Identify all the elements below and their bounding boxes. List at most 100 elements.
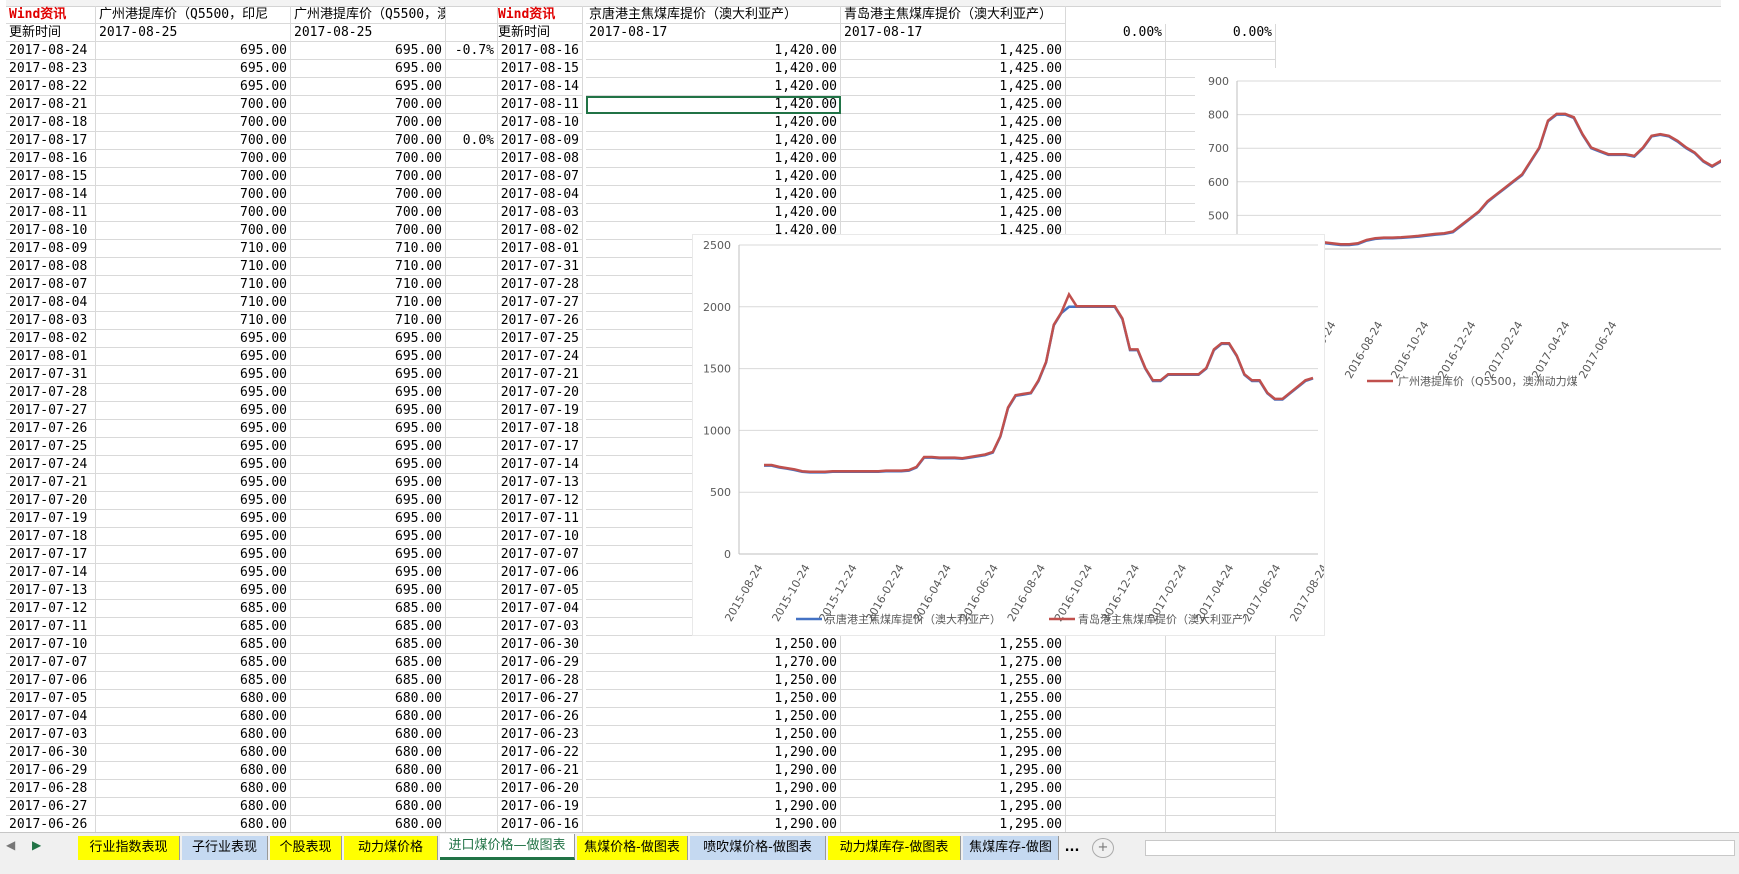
value-cell[interactable]: 695.00 — [96, 582, 291, 600]
date-cell[interactable]: 2017-08-17 — [6, 132, 96, 150]
spreadsheet-grid[interactable]: Wind资讯广州港提库价（Q5500，印尼广州港提库价（Q5500，澳洲动Win… — [6, 0, 1721, 832]
date-cell[interactable]: 2017-08-03 — [6, 312, 96, 330]
value-cell[interactable]: 695.00 — [291, 474, 446, 492]
pct-cell[interactable] — [446, 276, 498, 294]
date-cell[interactable]: 2017-06-28 — [495, 672, 583, 690]
value-cell[interactable]: 695.00 — [96, 438, 291, 456]
date-cell[interactable]: 2017-08-23 — [6, 60, 96, 78]
empty-cell[interactable] — [446, 24, 498, 42]
value-cell[interactable]: 1,420.00 — [586, 186, 841, 204]
value-cell[interactable]: 695.00 — [96, 366, 291, 384]
value-cell[interactable]: 695.00 — [96, 60, 291, 78]
value-cell[interactable]: 1,295.00 — [841, 816, 1066, 832]
value-cell[interactable]: 695.00 — [291, 330, 446, 348]
value-cell[interactable]: 680.00 — [291, 798, 446, 816]
value-cell[interactable]: 1,290.00 — [586, 762, 841, 780]
date-cell[interactable]: 2017-07-13 — [6, 582, 96, 600]
value-cell[interactable]: 1,425.00 — [841, 78, 1066, 96]
update-date-guangzhou-indo[interactable]: 2017-08-25 — [96, 24, 291, 42]
date-cell[interactable]: 2017-07-24 — [495, 348, 583, 366]
value-cell[interactable]: 700.00 — [96, 96, 291, 114]
value-cell[interactable]: 1,420.00 — [586, 168, 841, 186]
value-cell[interactable]: 695.00 — [291, 402, 446, 420]
pct-cell[interactable] — [446, 438, 498, 456]
value-cell[interactable]: 695.00 — [291, 366, 446, 384]
value-cell[interactable]: 1,425.00 — [841, 60, 1066, 78]
date-cell[interactable]: 2017-07-13 — [495, 474, 583, 492]
value-cell[interactable]: 700.00 — [96, 168, 291, 186]
value-cell[interactable]: 1,420.00 — [586, 204, 841, 222]
empty-cell[interactable] — [1166, 816, 1276, 832]
date-cell[interactable]: 2017-06-26 — [495, 708, 583, 726]
empty-cell[interactable] — [1066, 798, 1166, 816]
date-cell[interactable]: 2017-07-24 — [6, 456, 96, 474]
value-cell[interactable]: 685.00 — [291, 618, 446, 636]
date-cell[interactable]: 2017-07-21 — [495, 366, 583, 384]
wind-label-right[interactable]: Wind资讯 — [495, 6, 583, 24]
update-date-qingdao[interactable]: 2017-08-17 — [841, 24, 1066, 42]
value-cell[interactable]: 680.00 — [291, 708, 446, 726]
value-cell[interactable]: 700.00 — [291, 114, 446, 132]
date-cell[interactable]: 2017-08-14 — [6, 186, 96, 204]
value-cell[interactable]: 1,290.00 — [586, 780, 841, 798]
date-cell[interactable]: 2017-07-18 — [6, 528, 96, 546]
value-cell[interactable]: 710.00 — [291, 258, 446, 276]
date-cell[interactable]: 2017-08-04 — [495, 186, 583, 204]
value-cell[interactable]: 1,270.00 — [586, 654, 841, 672]
value-cell[interactable]: 1,295.00 — [841, 798, 1066, 816]
date-cell[interactable]: 2017-06-16 — [495, 816, 583, 832]
pct-cell[interactable] — [446, 762, 498, 780]
value-cell[interactable]: 695.00 — [291, 384, 446, 402]
pct-cell[interactable] — [446, 780, 498, 798]
value-cell[interactable]: 695.00 — [291, 348, 446, 366]
value-cell[interactable]: 1,420.00 — [586, 78, 841, 96]
value-cell[interactable]: 1,255.00 — [841, 726, 1066, 744]
pct-cell[interactable] — [446, 204, 498, 222]
date-cell[interactable]: 2017-08-02 — [495, 222, 583, 240]
tab-9[interactable]: 焦煤库存-做图 — [963, 836, 1059, 860]
empty-cell[interactable] — [1066, 690, 1166, 708]
date-cell[interactable]: 2017-07-14 — [495, 456, 583, 474]
value-cell[interactable]: 1,425.00 — [841, 96, 1066, 114]
value-cell[interactable]: 1,295.00 — [841, 780, 1066, 798]
empty-cell[interactable] — [1066, 744, 1166, 762]
column-header-strip[interactable] — [6, 0, 1721, 7]
date-cell[interactable]: 2017-08-21 — [6, 96, 96, 114]
tab-8[interactable]: 动力煤库存-做图表 — [828, 836, 961, 860]
pct-cell[interactable] — [446, 348, 498, 366]
empty-cell[interactable] — [1066, 204, 1166, 222]
date-cell[interactable]: 2017-07-11 — [6, 618, 96, 636]
pct-cell[interactable] — [446, 420, 498, 438]
update-time-label-right[interactable]: 更新时间 — [495, 24, 583, 42]
scroll-right-icon[interactable]: ▶ — [32, 838, 42, 852]
date-cell[interactable]: 2017-07-19 — [495, 402, 583, 420]
value-cell[interactable]: 1,250.00 — [586, 708, 841, 726]
date-cell[interactable]: 2017-07-25 — [495, 330, 583, 348]
date-cell[interactable]: 2017-07-17 — [6, 546, 96, 564]
date-cell[interactable]: 2017-08-18 — [6, 114, 96, 132]
value-cell[interactable]: 695.00 — [291, 438, 446, 456]
pct-cell[interactable] — [446, 240, 498, 258]
update-date-guangzhou-aus[interactable]: 2017-08-25 — [291, 24, 446, 42]
pct-cell[interactable] — [446, 384, 498, 402]
pct-cell[interactable] — [446, 654, 498, 672]
value-cell[interactable]: 710.00 — [291, 276, 446, 294]
value-cell[interactable]: 1,255.00 — [841, 636, 1066, 654]
date-cell[interactable]: 2017-08-10 — [495, 114, 583, 132]
date-cell[interactable]: 2017-08-10 — [6, 222, 96, 240]
value-cell[interactable]: 700.00 — [291, 186, 446, 204]
pct-cell[interactable] — [446, 492, 498, 510]
value-cell[interactable]: 1,250.00 — [586, 726, 841, 744]
value-cell[interactable]: 710.00 — [96, 276, 291, 294]
pct-cell[interactable] — [446, 708, 498, 726]
value-cell[interactable]: 680.00 — [291, 726, 446, 744]
pct-cell[interactable] — [446, 726, 498, 744]
value-cell[interactable]: 695.00 — [96, 510, 291, 528]
pct-cell[interactable]: -0.7% — [446, 42, 498, 60]
value-cell[interactable]: 1,275.00 — [841, 654, 1066, 672]
value-cell[interactable]: 1,250.00 — [586, 672, 841, 690]
value-cell[interactable]: 695.00 — [291, 546, 446, 564]
date-cell[interactable]: 2017-07-06 — [495, 564, 583, 582]
pct-cell[interactable] — [446, 402, 498, 420]
value-cell[interactable]: 1,290.00 — [586, 816, 841, 832]
